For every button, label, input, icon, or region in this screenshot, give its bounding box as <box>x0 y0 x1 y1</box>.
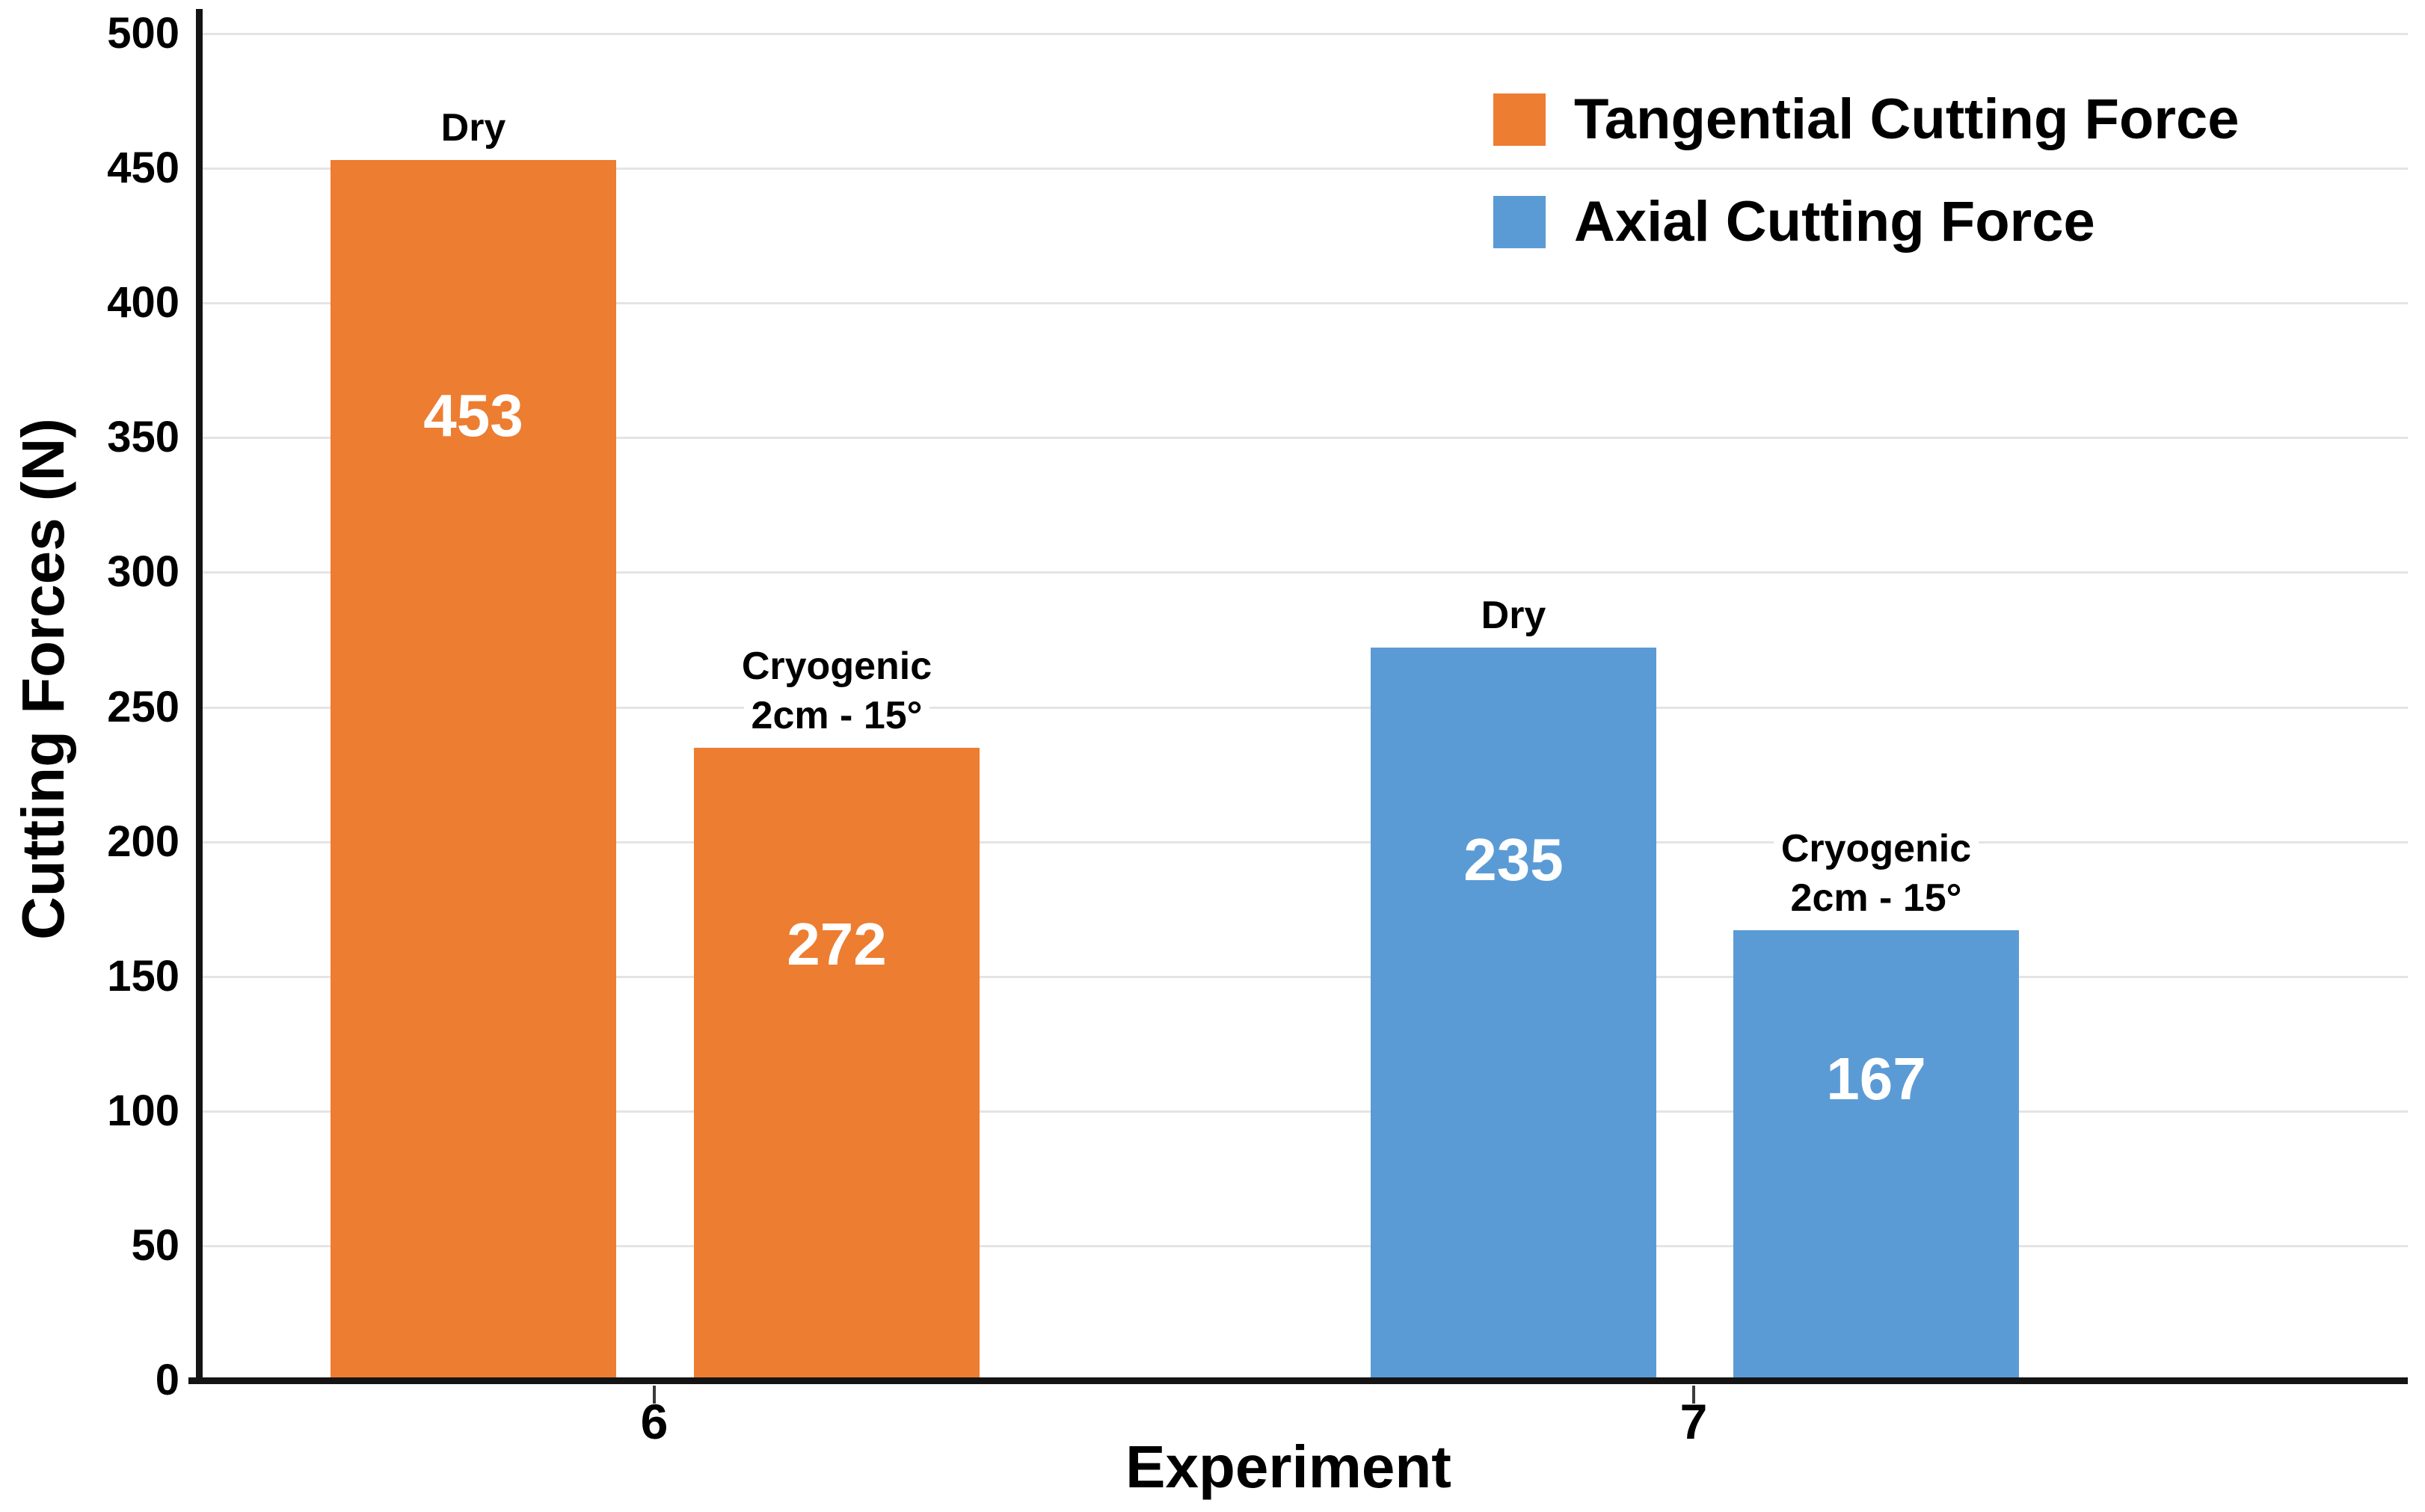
x-tick-label: 6 <box>640 1394 669 1449</box>
x-tick-label: 7 <box>1679 1394 1708 1449</box>
bar-condition-label-line: 2cm - 15° <box>743 691 930 740</box>
y-tick-label: 450 <box>107 144 179 192</box>
legend-swatch <box>1493 93 1546 146</box>
x-axis-line <box>188 1377 2408 1384</box>
bar <box>1733 930 2019 1377</box>
y-tick-label: 100 <box>107 1087 179 1135</box>
y-tick-label: 400 <box>107 278 179 327</box>
y-tick-label: 250 <box>107 683 179 731</box>
gridline <box>202 707 2408 709</box>
bar-value-label: 235 <box>1463 826 1564 893</box>
bar-condition-label-line: 2cm - 15° <box>1783 873 1970 923</box>
bar-condition-label: Cryogenic 2cm - 15° <box>590 642 1084 740</box>
bar-value-label: 453 <box>423 382 523 449</box>
y-tick-label: 300 <box>107 547 179 596</box>
legend-label: Tangential Cutting Force <box>1570 86 2244 153</box>
x-tick-mark <box>1692 1386 1695 1404</box>
y-tick-label: 500 <box>107 9 179 58</box>
legend-label: Axial Cutting Force <box>1570 188 2100 256</box>
y-axis-title: Cutting Forces (N) <box>10 418 76 940</box>
gridline <box>202 841 2408 843</box>
y-tick-label: 350 <box>107 413 179 461</box>
bar <box>331 160 616 1377</box>
bar-condition-label: Cryogenic 2cm - 15° <box>1629 824 2123 923</box>
bar-condition-label-line: Cryogenic <box>1773 824 1979 873</box>
bar-condition-label-line: Cryogenic <box>734 642 940 691</box>
gridline <box>202 976 2408 978</box>
x-axis-title: Experiment <box>1125 1433 1451 1500</box>
bar-value-label: 272 <box>787 911 887 977</box>
gridline <box>202 33 2408 35</box>
gridline <box>202 1110 2408 1113</box>
y-tick-label: 150 <box>107 952 179 1001</box>
bar-value-label: 167 <box>1826 1045 1926 1112</box>
y-axis-line <box>196 9 203 1377</box>
bar-condition-label: Dry <box>1267 591 1760 640</box>
bar-condition-label: Dry <box>227 103 720 153</box>
bar-condition-label-line: Dry <box>433 103 514 153</box>
y-tick-label: 200 <box>107 817 179 866</box>
y-tick-label: 50 <box>131 1221 179 1270</box>
gridline <box>202 302 2408 304</box>
gridline <box>202 1245 2408 1247</box>
gridline <box>202 437 2408 439</box>
legend-swatch <box>1493 196 1546 248</box>
bar-condition-label-line: Dry <box>1473 591 1554 640</box>
y-tick-label: 0 <box>155 1356 179 1404</box>
gridline <box>202 168 2408 170</box>
bar <box>694 748 980 1377</box>
bar <box>1371 648 1656 1377</box>
gridline <box>202 571 2408 574</box>
x-tick-mark <box>653 1386 656 1404</box>
